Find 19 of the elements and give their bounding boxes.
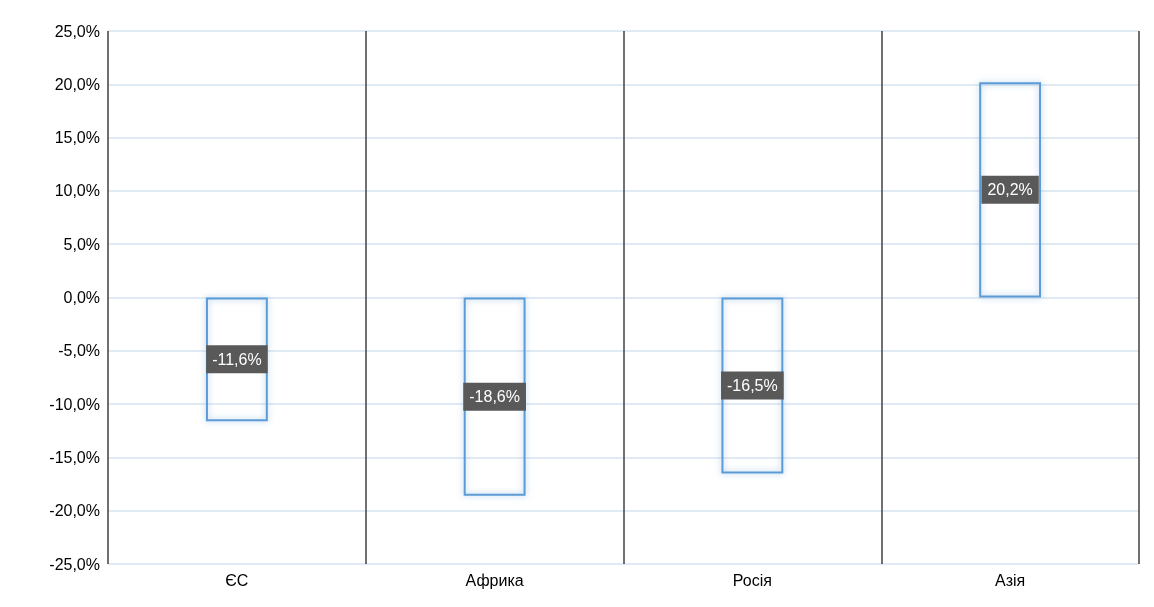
y-tick-label: -20,0%: [49, 502, 100, 520]
y-tick-label: -15,0%: [49, 448, 100, 466]
y-tick-label: 5,0%: [63, 235, 100, 253]
y-tick-label: 25,0%: [54, 22, 100, 40]
data-label: 20,2%: [987, 181, 1033, 199]
data-label: -11,6%: [212, 350, 262, 368]
data-label: -18,6%: [469, 388, 520, 406]
y-tick-label: -10,0%: [49, 395, 100, 413]
y-tick-label: -25,0%: [49, 555, 100, 573]
x-tick-label: Азія: [995, 571, 1026, 589]
y-tick-label: -5,0%: [58, 342, 100, 360]
y-tick-label: 10,0%: [54, 182, 100, 200]
data-label: -16,5%: [727, 376, 778, 394]
y-tick-label: 15,0%: [54, 129, 100, 147]
y-tick-label: 20,0%: [54, 75, 100, 93]
y-tick-label: 0,0%: [63, 289, 100, 306]
x-tick-label: ЄС: [225, 571, 249, 589]
x-tick-label: Африка: [465, 571, 524, 589]
x-tick-label: Росія: [732, 571, 772, 589]
